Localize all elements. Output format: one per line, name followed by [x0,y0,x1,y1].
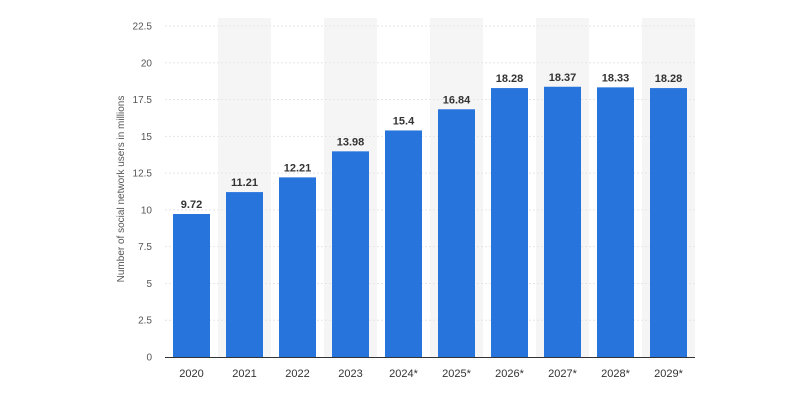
y-tick-label: 17.5 [133,95,153,106]
bar-2022[interactable] [279,177,316,357]
x-category-label: 2027* [548,368,577,380]
bar-2027*[interactable] [544,86,581,357]
x-category-label: 2020 [179,368,203,380]
bars [173,86,687,358]
x-category-label: 2021 [232,368,256,380]
data-label: 18.28 [496,73,524,85]
bar-2021[interactable] [226,192,263,357]
bar-2028*[interactable] [597,87,634,357]
data-label: 18.28 [655,73,683,85]
data-label: 13.98 [337,136,365,148]
data-label: 15.4 [393,115,415,127]
y-tick-label: 20 [141,58,153,69]
y-tick-label: 5 [146,279,152,290]
y-tick-label: 2.5 [138,316,152,327]
bar-2029*[interactable] [650,88,687,358]
bar-2024*[interactable] [385,130,422,357]
data-label: 11.21 [231,177,258,189]
x-category-label: 2024* [389,368,418,380]
y-tick-label: 15 [141,132,153,143]
x-category-label: 2028* [601,368,630,380]
bar-2026*[interactable] [491,88,528,358]
bar-2023[interactable] [332,151,369,357]
x-category-label: 2026* [495,368,524,380]
x-category-label: 2029* [654,368,683,380]
y-tick-label: 12.5 [133,169,153,180]
y-tick-label: 22.5 [133,22,153,33]
bar-2020[interactable] [173,214,210,357]
y-axis-title: Number of social network users in millio… [116,96,127,283]
y-tick-label: 7.5 [138,242,152,253]
y-tick-label: 0 [146,353,152,364]
y-tick-label: 10 [141,205,153,216]
x-category-label: 2025* [442,368,471,380]
data-label: 16.84 [443,94,471,106]
data-label: 9.72 [181,199,202,211]
data-label: 18.37 [549,72,577,84]
labels: 0 2.5 5 7.5 10 12.5 15 17.5 20 22.5 9.72 2020 11.21 2… [133,22,684,381]
data-label: 18.33 [602,72,630,84]
bar-2025*[interactable] [438,109,475,357]
data-label: 12.21 [284,162,312,174]
x-category-label: 2022 [285,368,309,380]
x-category-label: 2023 [338,368,362,380]
